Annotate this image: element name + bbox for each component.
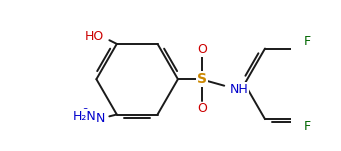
Text: H₂N: H₂N bbox=[73, 110, 97, 123]
Text: S: S bbox=[197, 72, 207, 86]
Text: 2: 2 bbox=[83, 108, 89, 118]
Text: N: N bbox=[95, 112, 105, 125]
Text: HO: HO bbox=[85, 30, 104, 43]
Text: NH: NH bbox=[230, 83, 249, 96]
Text: O: O bbox=[197, 43, 207, 56]
Text: F: F bbox=[304, 35, 311, 48]
Text: H: H bbox=[94, 112, 104, 125]
Text: F: F bbox=[304, 120, 311, 133]
Text: O: O bbox=[197, 102, 207, 115]
